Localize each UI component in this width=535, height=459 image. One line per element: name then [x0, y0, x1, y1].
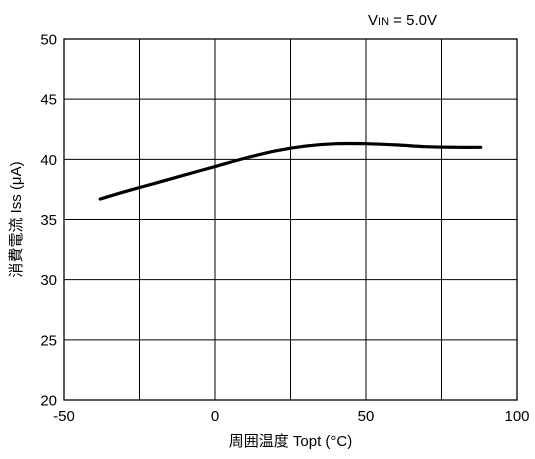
- y-tick-label: 50: [40, 32, 57, 49]
- x-tick-label: 100: [504, 408, 529, 425]
- annotation-subscript: IN: [378, 16, 389, 28]
- y-tick-label: 45: [40, 92, 57, 109]
- annotation-suffix: = 5.0V: [389, 12, 437, 29]
- y-tick-label: 20: [40, 393, 57, 410]
- x-tick-label: 0: [211, 408, 219, 425]
- y-axis-title: 消費電流 Iss (μA): [8, 161, 25, 277]
- series-line: [98, 141, 483, 201]
- x-tick-label: -50: [53, 408, 75, 425]
- y-tick-label: 25: [40, 332, 57, 349]
- x-axis-title: 周囲温度 Topt (°C): [229, 433, 353, 450]
- y-tick-label: 35: [40, 212, 57, 229]
- grid: [63, 38, 518, 401]
- plot-frame: [63, 38, 518, 401]
- y-tick-labels: 20 25 30 35 40 45 50: [40, 32, 57, 410]
- y-tick-label: 40: [40, 152, 57, 169]
- x-tick-labels: -50 0 50 100: [53, 408, 529, 425]
- annotation-prefix: V: [368, 12, 378, 29]
- condition-annotation: VIN = 5.0V: [368, 12, 437, 29]
- series-group: [98, 141, 483, 201]
- y-tick-label: 30: [40, 272, 57, 289]
- x-tick-label: 50: [358, 408, 375, 425]
